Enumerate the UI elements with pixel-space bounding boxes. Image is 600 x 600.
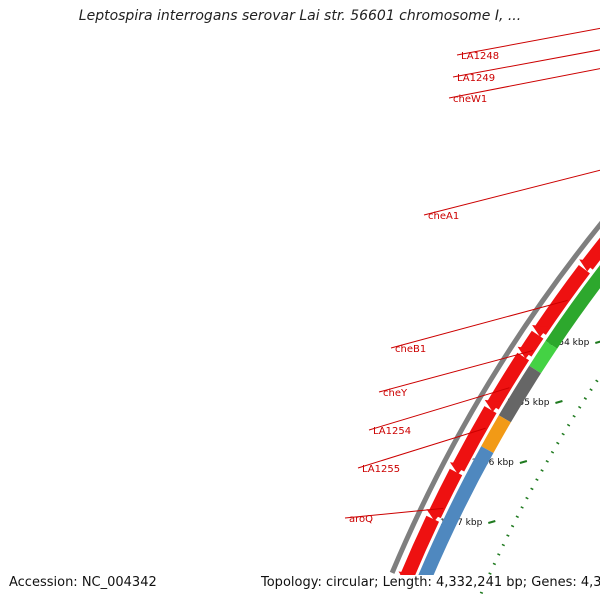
tick-mark bbox=[519, 460, 528, 464]
minus-strand-arrowhead bbox=[426, 509, 443, 522]
gene-la1254 bbox=[498, 365, 541, 423]
label-line bbox=[390, 299, 568, 349]
gene-label-la1248: LA1248 bbox=[461, 51, 499, 62]
gene-chey bbox=[529, 340, 558, 374]
backbone-track bbox=[389, 221, 600, 574]
minus-strand-arrowhead bbox=[449, 462, 466, 475]
label-line bbox=[357, 427, 486, 469]
label-line bbox=[448, 68, 600, 99]
tick-mark bbox=[555, 400, 563, 404]
gene-la1255 bbox=[481, 415, 511, 453]
label-line bbox=[344, 507, 444, 519]
gene-label-la1249: LA1249 bbox=[457, 73, 495, 84]
minus-strand-arrowhead bbox=[484, 399, 501, 412]
map-title: Leptospira interrogans serovar Lai str. … bbox=[78, 8, 522, 24]
gene-label-aroq: aroQ bbox=[349, 514, 373, 525]
gene-label-la1254: LA1254 bbox=[373, 426, 411, 437]
label-line bbox=[452, 49, 600, 78]
tick-label: 1254 kbp bbox=[547, 338, 590, 348]
label-line bbox=[456, 27, 600, 56]
label-line bbox=[423, 169, 600, 216]
minus-strand-arrowhead bbox=[532, 324, 549, 337]
accession-text: Accession: NC_004342 bbox=[9, 575, 157, 590]
plus-strand-track bbox=[417, 265, 600, 582]
tick-mark bbox=[488, 520, 496, 524]
backbone-line bbox=[389, 221, 600, 574]
tick-label: 1256 kbp bbox=[471, 458, 514, 468]
topology-text: Topology: circular; Length: 4,332,241 bp… bbox=[261, 575, 600, 590]
kbp-dotted-guide bbox=[476, 373, 600, 600]
gene-label-cheb1: cheB1 bbox=[395, 344, 426, 355]
gene-label-chea1: cheA1 bbox=[428, 211, 459, 222]
tick-label: 1257 kbp bbox=[440, 518, 483, 528]
label-line bbox=[378, 350, 534, 393]
gene-label-chey: cheY bbox=[383, 388, 408, 399]
gene-cheb1 bbox=[545, 266, 600, 349]
gene-label-chew1: cheW1 bbox=[453, 94, 487, 105]
gene-aroq bbox=[417, 446, 494, 582]
tick-label: 1255 kbp bbox=[507, 398, 550, 408]
label-line bbox=[368, 387, 510, 431]
gene-label-la1255: LA1255 bbox=[362, 464, 400, 475]
tick-mark bbox=[595, 340, 600, 344]
dotted-guide-line bbox=[476, 373, 600, 600]
gene-labels: LA1248 LA1249 cheW1 cheA1 cheB1 cheY LA1254 LA1… bbox=[344, 27, 600, 525]
minus-strand-arrowhead bbox=[579, 259, 596, 272]
